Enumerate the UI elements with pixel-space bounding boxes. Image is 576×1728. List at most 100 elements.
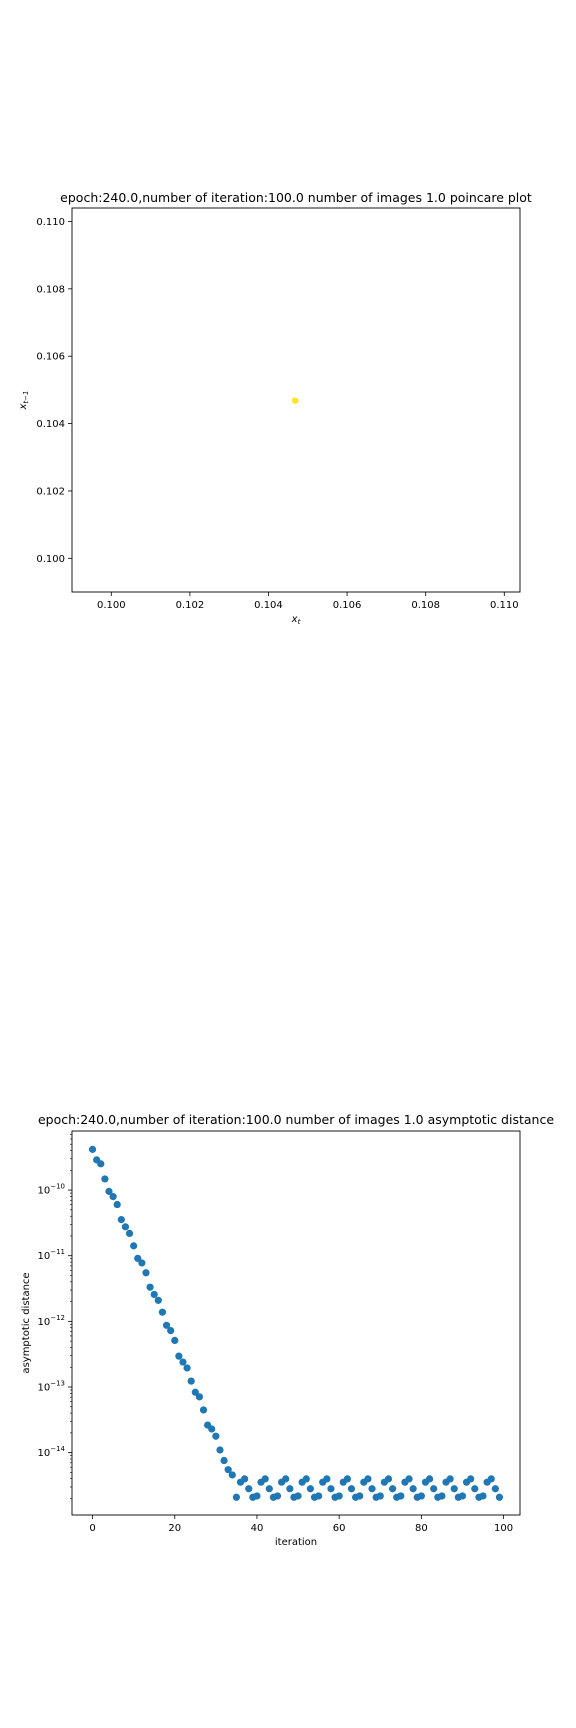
asymptotic-point <box>208 1425 216 1433</box>
asymptotic-point <box>282 1475 290 1483</box>
asymptotic-point <box>191 1388 199 1396</box>
asymptotic-point <box>458 1492 467 1500</box>
x-tick-label: 0.108 <box>411 600 440 611</box>
poincare-y-ticks: 0.100 0.102 0.104 0.106 0.108 0.110 <box>36 217 72 565</box>
poincare-point <box>291 397 298 404</box>
asymptotic-point <box>323 1475 331 1483</box>
poincare-x-ticks: 0.100 0.102 0.104 0.106 0.108 0.110 <box>97 592 519 611</box>
y-tick-label: 10−13 <box>37 1380 65 1394</box>
asymptotic-point <box>245 1485 253 1493</box>
asymptotic-point <box>467 1475 475 1483</box>
poincare-plot: epoch:240.0,number of iteration:100.0 nu… <box>18 190 532 626</box>
y-tick-label: 10−12 <box>37 1314 65 1328</box>
x-tick-label: 0.104 <box>254 600 283 611</box>
asymptotic-point <box>117 1216 125 1224</box>
asymptotic-point <box>347 1485 356 1493</box>
asymptotic-point <box>142 1269 150 1277</box>
y-tick-label: 0.110 <box>36 217 65 228</box>
asymptotic-point <box>417 1492 425 1500</box>
asymptotic-point <box>384 1475 393 1483</box>
asymptotic-point <box>261 1475 269 1483</box>
poincare-x-axis-label: xt <box>291 614 301 626</box>
asymptotic-point <box>425 1475 434 1483</box>
y-tick-label: 0.104 <box>36 419 65 430</box>
asymptotic-point <box>121 1223 130 1231</box>
asymptotic-point <box>158 1308 167 1316</box>
asymptotic-point <box>306 1485 314 1493</box>
asymptotic-point <box>450 1485 458 1493</box>
poincare-y-axis-label: xt−1 <box>18 391 30 411</box>
asymptotic-point <box>88 1145 97 1153</box>
x-tick-label: 60 <box>333 1523 346 1534</box>
asymptotic-point <box>212 1432 220 1440</box>
asymptotic-point <box>343 1475 351 1483</box>
asymptotic-point <box>187 1377 195 1385</box>
asymptotic-point <box>286 1485 294 1493</box>
asymptotic-point <box>253 1492 261 1500</box>
y-tick-label: 10−14 <box>37 1445 65 1459</box>
asymptotic-point <box>302 1475 310 1483</box>
asymptotic-point <box>125 1229 134 1237</box>
asymptotic-point <box>405 1475 413 1483</box>
x-tick-label: 0.106 <box>333 600 362 611</box>
y-tick-label: 0.108 <box>36 284 65 295</box>
asymptotic-point <box>491 1485 499 1493</box>
asymptotic-point <box>195 1393 204 1401</box>
asymptotic-point <box>167 1326 175 1335</box>
asymptotic-point <box>397 1492 405 1500</box>
asymptotic-point <box>216 1446 224 1454</box>
asymptotic-x-ticks: 0 20 40 60 80 100 <box>89 1515 513 1534</box>
asymptotic-point <box>487 1475 495 1483</box>
asymptotic-point <box>162 1321 171 1329</box>
y-tick-label: 10−10 <box>37 1183 65 1197</box>
y-tick-label: 10−11 <box>37 1248 65 1262</box>
asymptotic-point <box>97 1160 105 1168</box>
asymptotic-point <box>101 1175 109 1183</box>
y-tick-label: 0.100 <box>36 554 65 565</box>
x-tick-label: 100 <box>494 1523 513 1534</box>
asymptotic-point <box>356 1492 364 1500</box>
x-tick-label: 0.102 <box>176 600 205 611</box>
asymptotic-point <box>179 1358 187 1366</box>
asymptotic-point <box>113 1200 121 1209</box>
asymptotic-point <box>138 1259 146 1267</box>
asymptotic-point <box>364 1475 372 1483</box>
asymptotic-points <box>88 1145 504 1501</box>
y-tick-label: 0.106 <box>36 352 65 363</box>
asymptotic-point <box>150 1290 158 1299</box>
asymptotic-point <box>368 1485 376 1493</box>
asymptotic-point <box>134 1254 142 1262</box>
asymptotic-point <box>199 1406 208 1414</box>
asymptotic-point <box>171 1336 179 1344</box>
asymptotic-point <box>232 1493 241 1501</box>
asymptotic-point <box>430 1485 438 1493</box>
poincare-points <box>291 397 299 405</box>
x-tick-label: 0.110 <box>490 600 519 611</box>
x-tick-label: 40 <box>251 1523 264 1534</box>
asymptotic-point <box>335 1492 343 1500</box>
asymptotic-point <box>388 1485 397 1493</box>
asymptotic-point <box>154 1296 162 1304</box>
asymptotic-point <box>471 1485 479 1493</box>
asymptotic-point <box>495 1493 504 1501</box>
asymptotic-point <box>294 1492 302 1500</box>
asymptotic-point <box>130 1242 138 1250</box>
asymptotic-point <box>273 1492 282 1500</box>
asymptotic-point <box>146 1283 154 1291</box>
asymptotic-point <box>479 1492 487 1500</box>
x-tick-label: 0.100 <box>97 600 126 611</box>
asymptotic-point <box>175 1352 183 1360</box>
asymptotic-point <box>241 1475 249 1483</box>
asymptotic-point <box>224 1466 232 1474</box>
asymptotic-point <box>327 1485 335 1493</box>
asymptotic-point <box>105 1187 113 1195</box>
asymptotic-point <box>220 1456 228 1465</box>
asymptotic-point <box>228 1471 236 1479</box>
x-tick-label: 0 <box>89 1523 95 1534</box>
asymptotic-x-axis-label: iteration <box>275 1537 317 1548</box>
asymptotic-point <box>109 1193 117 1201</box>
asymptotic-point <box>438 1492 446 1500</box>
asymptotic-y-ticks: 10−14 10−13 10−12 10−11 10−10 <box>37 1134 72 1499</box>
y-tick-label: 0.102 <box>36 486 65 497</box>
